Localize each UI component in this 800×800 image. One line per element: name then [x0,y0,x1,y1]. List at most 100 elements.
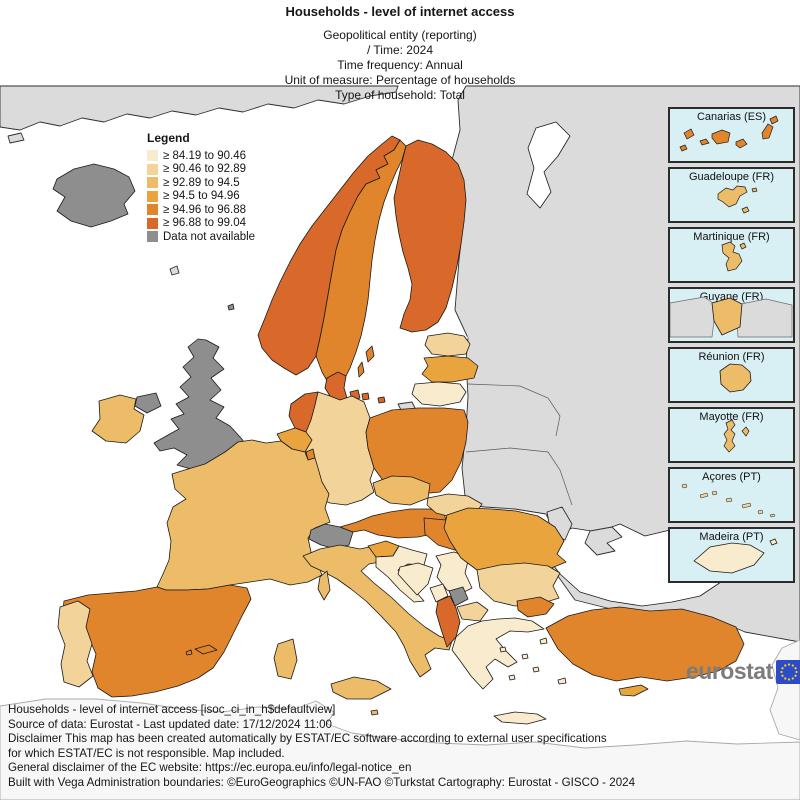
inset-mayotte: Mayotte (FR) [668,407,795,463]
country-northern-ireland [134,392,162,414]
legend-title: Legend [147,131,190,145]
island [699,138,710,146]
island [757,509,764,515]
inset-label: Réunion (FR) [698,351,765,363]
inset-label: Martinique (FR) [693,231,770,243]
country-gotland [365,345,375,363]
footer-disclaimer-line: Disclaimer This map has been created aut… [8,732,607,746]
eu-flag-star [787,662,790,666]
island [769,538,778,546]
footer-legal-line: General disclaimer of the EC website: ht… [8,761,412,775]
country-finland [393,139,467,333]
subtitle-line-4: Unit of measure: Percentage of household… [284,73,516,87]
eu-flag-star [795,670,798,673]
inset-label: Açores (PT) [702,471,761,483]
legend-label: Data not available [163,230,256,243]
country-levant [769,639,800,741]
inset-guadeloupe: Guadeloupe (FR) [668,167,795,223]
island [681,483,688,489]
footer-disclaimer-line: for which ESTAT/EC is not responsible. M… [8,746,285,760]
eu-flag-star [794,674,797,677]
country-shetland [227,303,235,311]
inset-guyane: Guyane (FR) [668,287,795,343]
map-header: Households - level of internet access Ge… [0,4,800,103]
country-montenegro [429,583,449,603]
inset-guyane-map [670,296,793,338]
eu-flag-star [794,666,797,669]
legend-swatch-c4 [147,190,158,202]
white-sea [526,121,571,209]
legend-row: ≥ 84.19 to 90.46 [147,149,255,163]
country-kosovo [448,586,469,607]
island [719,363,752,393]
country-uk [153,338,252,470]
eu-flag-stars [780,662,798,681]
neighbor-land [735,298,793,338]
country-turkey-thrace [516,596,555,618]
country-crimea [584,526,623,556]
island [711,129,731,145]
country-turkey [545,606,745,682]
footer-notes: Households - level of internet access [i… [8,703,635,791]
country-bosnia [397,562,434,596]
island [723,419,736,453]
island [761,123,774,140]
legend-row: ≥ 94.96 to 96.88 [147,203,255,217]
inset-acores: Açores (PT) [668,467,795,523]
eu-flag-star [781,674,784,677]
island [751,187,758,193]
legend-row: ≥ 92.89 to 94.5 [147,176,255,190]
island [735,138,748,149]
footer-source-line: Source of data: Eurostat - Last updated … [8,717,333,731]
country-sweden [315,139,407,395]
island [711,297,743,336]
legend-row: Data not available [147,230,255,244]
inset-guadeloupe-map [717,185,758,214]
inset-canarias-map [679,115,779,152]
island [739,242,747,250]
legend-swatch-c2 [147,163,158,175]
legend-row: ≥ 90.46 to 92.89 [147,163,255,177]
island [721,241,743,272]
border-ukraine [465,447,573,506]
country-estonia [424,332,471,357]
inset-label: Mayotte (FR) [699,411,764,423]
subtitle-line-3: Time frequency: Annual [337,58,463,72]
eurostat-logo: eurostat [686,658,800,685]
country-corsica [317,570,331,601]
eu-flag-star [791,663,794,667]
country-sardinia [273,638,298,680]
country-netherlands [288,391,319,433]
eu-flag-star [791,676,794,680]
country-bornholm [377,396,386,404]
country-latvia [421,355,479,383]
country-switzerland [308,523,354,550]
eu-flag-icon [775,659,800,684]
country-czechia [372,475,431,506]
island [717,185,748,208]
island [741,426,750,437]
legend-label: ≥ 94.5 to 94.96 [163,190,240,203]
legend-row: ≥ 94.5 to 94.96 [147,190,255,204]
legend-label: ≥ 92.89 to 94.5 [163,176,240,189]
eu-flag-star [783,663,787,667]
page-title: Households - level of internet access [285,4,515,19]
country-oland [357,361,365,378]
country-africa [0,698,800,800]
inset-reunion: Réunion (FR) [668,347,795,403]
footer-copyright-line: Built with Vega Administration boundarie… [8,775,636,789]
inset-martinique-map [721,241,747,272]
island [769,115,779,125]
inset-label: Guadeloupe (FR) [689,171,774,183]
legend: Legend ≥ 84.19 to 90.46 ≥ 90.46 to 92.89… [147,131,255,244]
inset-madeira-map [693,538,778,574]
inset-canarias: Canarias (ES) [668,107,795,163]
inset-label: Madeira (PT) [699,531,764,543]
inset-mayotte-map [723,419,750,453]
country-cyprus [618,684,649,697]
country-greenland-islet [7,132,25,144]
country-aegean-isles [499,637,567,685]
legend-swatch-c6 [147,217,158,229]
country-france [156,439,331,591]
legend-label: ≥ 94.96 to 96.88 [163,203,247,216]
